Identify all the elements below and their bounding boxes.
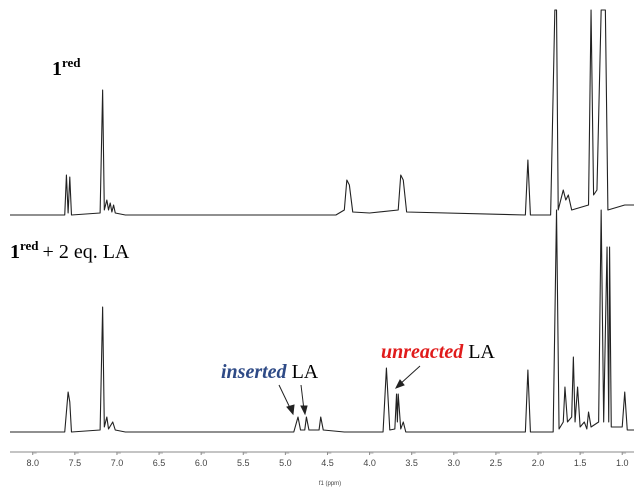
x-tick-label: 2.0	[532, 458, 545, 468]
annotation-text: LA	[468, 341, 495, 363]
x-tick-label: 1.5	[574, 458, 587, 468]
label-sup: red	[62, 55, 81, 70]
x-tick-label: 7.0	[111, 458, 124, 468]
annotation-emph: unreacted	[381, 341, 464, 363]
x-tick-label: 3.0	[448, 458, 461, 468]
arrows	[278, 365, 421, 416]
x-tick-label: 5.0	[279, 458, 292, 468]
x-tick-label: 6.0	[195, 458, 208, 468]
annotation-emph: inserted	[221, 361, 288, 383]
x-tick-label: 6.5	[153, 458, 166, 468]
x-tick-label: 8.0	[26, 458, 39, 468]
label-main: 1	[10, 241, 20, 263]
x-tick-label: 5.5	[237, 458, 250, 468]
spectrum	[10, 9, 634, 216]
trace-label: 1red	[52, 55, 81, 80]
x-tick-label: 3.5	[405, 458, 418, 468]
x-axis-label: f1 (ppm)	[319, 481, 341, 487]
label-main: 1	[52, 58, 62, 80]
x-tick-label: 7.5	[69, 458, 82, 468]
x-tick-label: 2.5	[490, 458, 503, 468]
label-sup: red	[20, 238, 39, 253]
x-tick-label: 1.0	[616, 458, 629, 468]
annotation: inserted LA	[221, 361, 319, 383]
x-tick-label: 4.0	[363, 458, 376, 468]
trace-label: 1red + 2 eq. LA	[10, 238, 130, 263]
x-tick-label: 4.5	[321, 458, 334, 468]
annotation-text: LA	[292, 361, 319, 383]
label-suffix: + 2 eq. LA	[43, 241, 130, 263]
spectrum	[10, 209, 634, 433]
annotation: unreacted LA	[381, 341, 495, 363]
